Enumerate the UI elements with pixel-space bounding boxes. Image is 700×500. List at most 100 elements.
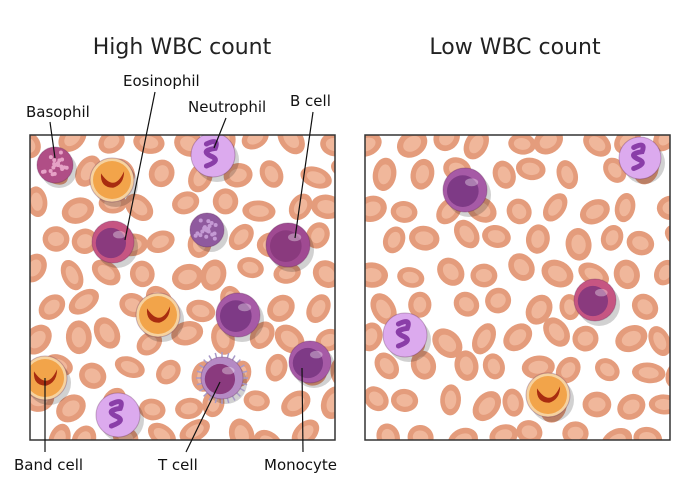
red-blood-cell [407,424,434,440]
cell-center [438,334,457,352]
red-blood-cell [265,353,288,382]
leader-line [49,121,56,159]
cell-center [477,329,491,349]
cell-center [623,399,640,415]
red-blood-cell [648,394,670,415]
red-blood-cell [453,291,480,317]
white-blood-cell [190,135,239,182]
cell-center [31,192,43,211]
cell-center [152,235,169,249]
cell-center [668,362,689,385]
cell-center [387,231,401,248]
highlight [113,230,126,239]
cell-body [669,157,700,189]
cell-center [444,390,457,410]
white-blood-cell [382,312,431,362]
cell-center [317,200,335,214]
red-blood-cell [273,262,301,284]
cell-center [341,296,355,315]
red-blood-cell [68,288,99,315]
red-blood-cell [288,193,313,220]
cell-body [447,427,478,440]
cell-center [120,360,139,374]
red-blood-cell [253,429,283,440]
nucleus [204,363,236,395]
cell-center [320,333,335,347]
white-blood-cell [189,212,228,252]
cell-body [671,292,700,323]
highlight [238,303,252,312]
red-blood-cell [129,260,155,288]
cell-center [513,138,531,150]
red-blood-cell [365,195,387,223]
red-blood-cell [648,326,670,357]
red-blood-cell [370,293,397,325]
cell-center [539,135,557,149]
red-blood-cell [542,193,568,222]
cell-center [153,427,171,440]
cell-center [607,433,626,440]
cell-center [270,359,283,376]
granule [212,236,217,241]
cell-rim [93,161,131,199]
highlight [595,288,608,297]
red-blood-cell [365,135,382,157]
cell-center [678,298,698,316]
granule [206,219,211,224]
cell-center [77,234,93,249]
red-blood-cell [492,160,516,189]
cell-center [416,356,431,374]
granule [204,234,209,239]
cell-center [507,394,519,412]
cell-center [509,329,527,346]
cell-center [287,396,305,412]
cell-center [487,358,501,375]
red-blood-cell [372,157,397,192]
cell-center [588,397,606,412]
red-blood-cell [156,359,181,385]
red-blood-cell [502,388,524,417]
cell-center [605,230,619,246]
cell-center [218,193,233,210]
red-blood-cell [93,317,121,349]
cell-center [248,205,269,217]
red-blood-cell [631,293,659,320]
red-blood-cell [579,199,610,225]
cell-center [71,327,86,348]
red-blood-cell [56,394,86,423]
red-blood-cell [397,267,425,288]
red-blood-cell [146,230,175,254]
cell-center [242,261,259,274]
red-blood-cell [79,362,107,389]
red-blood-cell [525,224,550,254]
white-blood-cell [288,340,335,388]
cell-center [306,171,326,184]
red-blood-cell [91,259,121,286]
red-blood-cell [471,323,496,355]
red-blood-cell [320,135,335,157]
red-blood-cell [600,224,624,251]
cell-center [47,231,65,247]
red-blood-cell [114,356,145,379]
red-blood-cell [525,294,553,325]
red-blood-cell [241,135,269,150]
cell-rim [529,376,567,414]
cell-center [336,161,359,177]
red-blood-cell [470,263,498,288]
cell-center [84,368,101,384]
cell-center [658,265,670,281]
cell-center [68,203,88,219]
nucleus [100,171,125,188]
highlight [465,178,479,187]
red-blood-cell [410,350,437,380]
cell-body [600,427,633,440]
leader-line [124,91,156,241]
cell-center [413,296,427,313]
cell-center [141,336,157,351]
red-blood-cell [600,427,633,440]
cell-center [475,268,492,283]
red-blood-cell [171,263,204,291]
nucleus [219,300,252,332]
cell-center [30,137,36,153]
red-blood-cell [508,253,535,281]
